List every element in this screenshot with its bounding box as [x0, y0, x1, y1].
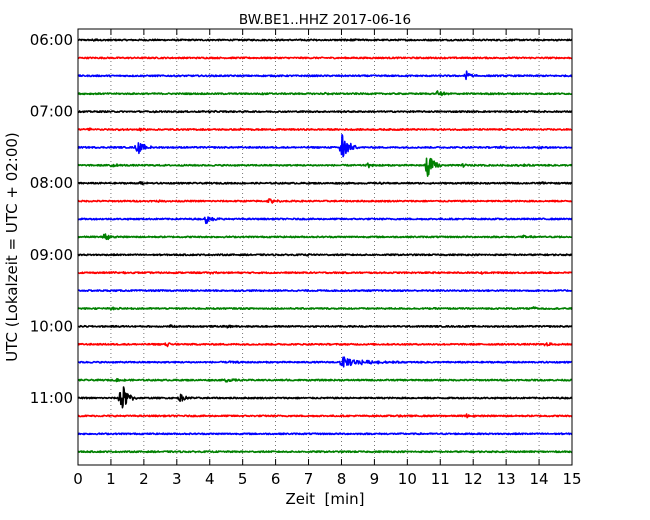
- x-tick-label: 4: [205, 470, 215, 488]
- trace-group: [77, 38, 573, 454]
- seismic-trace: [77, 133, 573, 158]
- x-tick-label: 1: [106, 470, 116, 488]
- seismic-trace: [77, 109, 573, 114]
- x-tick-label: 14: [530, 470, 549, 488]
- x-tick-label: 8: [337, 470, 347, 488]
- seismic-trace: [77, 180, 573, 186]
- x-tick-label: 15: [562, 470, 581, 488]
- seismic-trace: [77, 271, 573, 275]
- seismic-trace: [77, 253, 573, 257]
- x-tick-label: 7: [304, 470, 314, 488]
- seismic-trace: [77, 289, 573, 293]
- y-tick-label: 10:00: [30, 317, 73, 335]
- y-tick-label: 06:00: [30, 31, 73, 49]
- plot-frame: [77, 28, 573, 466]
- seismic-trace: [77, 127, 573, 132]
- seismic-trace: [77, 342, 573, 348]
- seismic-trace: [77, 377, 573, 383]
- x-axis: 0 1 2 3 4 5 6 7 8 9 10 11 12 13 14 15: [73, 29, 582, 488]
- y-axis-label: UTC (Lokalzeit = UTC + 02:00): [3, 132, 21, 362]
- y-tick-label: 08:00: [30, 174, 73, 192]
- y-tick-label: 07:00: [30, 103, 73, 121]
- seismic-trace: [77, 70, 573, 81]
- chart-title: BW.BE1..HHZ 2017-06-16: [239, 12, 411, 28]
- x-tick-label: 12: [464, 470, 483, 488]
- x-tick-label: 0: [73, 470, 83, 488]
- y-tick-label: 09:00: [30, 246, 73, 264]
- x-tick-label: 11: [431, 470, 450, 488]
- seismic-trace: [77, 413, 573, 419]
- x-axis-label: Zeit [min]: [285, 490, 364, 508]
- y-tick-label: 11:00: [30, 389, 73, 407]
- x-tick-label: 3: [172, 470, 182, 488]
- x-tick-label: 5: [238, 470, 248, 488]
- seismic-trace: [77, 157, 573, 177]
- x-tick-label: 9: [370, 470, 380, 488]
- seismic-trace: [77, 432, 573, 436]
- x-tick-label: 10: [398, 470, 417, 488]
- x-tick-label: 2: [139, 470, 149, 488]
- x-tick-label: 13: [497, 470, 516, 488]
- seismic-trace: [77, 38, 573, 42]
- vertical-grid: [110, 29, 540, 465]
- seismic-trace: [77, 233, 573, 241]
- seismic-trace: [77, 324, 573, 329]
- seismic-trace: [77, 56, 573, 60]
- y-axis: 06:00 07:00 08:00 09:00 10:00 11:00: [30, 31, 572, 407]
- seismic-trace: [77, 386, 573, 409]
- seismic-trace: [77, 356, 573, 368]
- seismic-trace: [77, 306, 573, 311]
- seismic-trace: [77, 198, 573, 204]
- seismic-trace: [77, 450, 573, 454]
- x-tick-label: 6: [271, 470, 281, 488]
- seismic-trace: [77, 216, 573, 225]
- seismic-trace: [77, 90, 573, 97]
